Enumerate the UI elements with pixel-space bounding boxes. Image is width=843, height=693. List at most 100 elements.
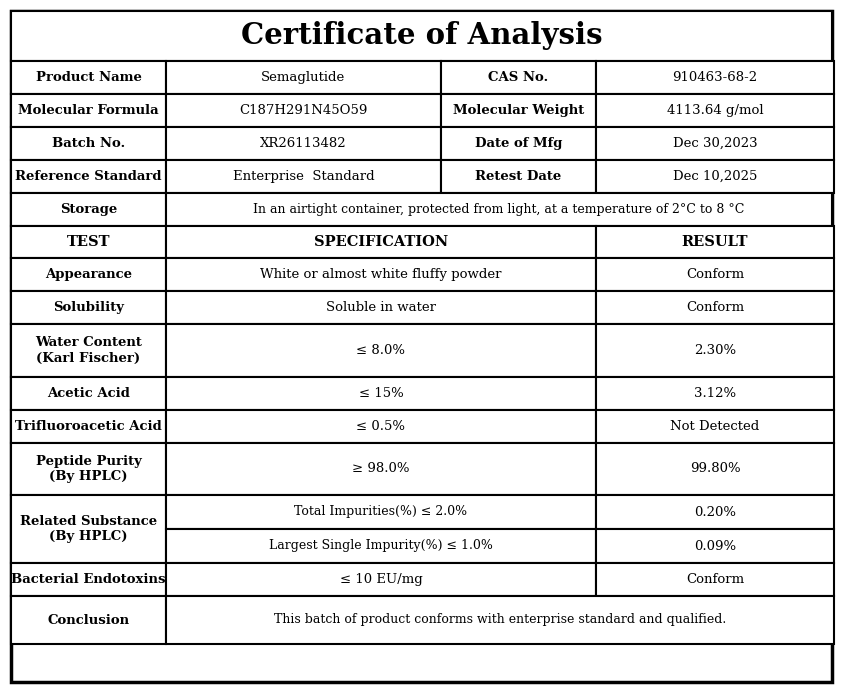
Text: Conform: Conform — [686, 268, 744, 281]
Text: Conclusion: Conclusion — [47, 613, 130, 626]
Bar — [166, 258, 596, 291]
Bar — [596, 127, 834, 160]
Bar — [166, 291, 596, 324]
Text: Certificate of Analysis: Certificate of Analysis — [241, 21, 602, 51]
Bar — [166, 127, 441, 160]
Text: 0.20%: 0.20% — [694, 505, 736, 518]
Text: 99.80%: 99.80% — [690, 462, 740, 475]
Text: Molecular Weight: Molecular Weight — [453, 104, 584, 117]
Text: Water Content
(Karl Fischer): Water Content (Karl Fischer) — [35, 337, 142, 365]
Text: Related Substance
(By HPLC): Related Substance (By HPLC) — [20, 515, 157, 543]
Text: Dec 30,2023: Dec 30,2023 — [673, 137, 757, 150]
Bar — [11, 160, 166, 193]
Text: ≤ 0.5%: ≤ 0.5% — [357, 420, 405, 433]
Text: Reference Standard: Reference Standard — [15, 170, 162, 183]
Bar — [166, 193, 832, 226]
Bar — [596, 324, 834, 377]
Text: Total Impurities(%) ≤ 2.0%: Total Impurities(%) ≤ 2.0% — [294, 505, 468, 518]
Text: C187H291N45O59: C187H291N45O59 — [239, 104, 368, 117]
Bar — [596, 160, 834, 193]
Text: 3.12%: 3.12% — [694, 387, 736, 400]
Bar — [11, 596, 166, 644]
Bar — [11, 258, 166, 291]
Text: RESULT: RESULT — [682, 235, 749, 249]
Bar — [441, 160, 596, 193]
Text: Appearance: Appearance — [45, 268, 132, 281]
Text: Semaglutide: Semaglutide — [261, 71, 346, 84]
Text: 4113.64 g/mol: 4113.64 g/mol — [667, 104, 763, 117]
Bar — [11, 410, 166, 443]
Bar — [596, 258, 834, 291]
Bar — [166, 324, 596, 377]
Text: Largest Single Impurity(%) ≤ 1.0%: Largest Single Impurity(%) ≤ 1.0% — [269, 539, 493, 552]
Text: Not Detected: Not Detected — [670, 420, 760, 433]
Bar — [596, 377, 834, 410]
Bar — [596, 94, 834, 127]
Bar — [166, 529, 596, 563]
Bar — [11, 94, 166, 127]
Text: Bacterial Endotoxins: Bacterial Endotoxins — [11, 573, 166, 586]
Text: 910463-68-2: 910463-68-2 — [673, 71, 758, 84]
Bar — [11, 226, 166, 258]
Text: Enterprise  Standard: Enterprise Standard — [233, 170, 374, 183]
Bar — [166, 495, 596, 529]
Text: Retest Date: Retest Date — [475, 170, 561, 183]
Text: Date of Mfg: Date of Mfg — [475, 137, 562, 150]
Bar — [166, 94, 441, 127]
Text: Conform: Conform — [686, 301, 744, 314]
Bar — [596, 529, 834, 563]
Bar — [596, 563, 834, 596]
Bar — [441, 94, 596, 127]
Bar — [596, 443, 834, 495]
Bar — [166, 410, 596, 443]
Bar — [441, 61, 596, 94]
Bar — [11, 495, 166, 563]
Text: Product Name: Product Name — [35, 71, 142, 84]
Bar — [596, 410, 834, 443]
Bar — [11, 127, 166, 160]
Text: SPECIFICATION: SPECIFICATION — [314, 235, 448, 249]
Bar — [166, 377, 596, 410]
Bar — [166, 61, 441, 94]
Text: TEST: TEST — [67, 235, 110, 249]
Text: Dec 10,2025: Dec 10,2025 — [673, 170, 757, 183]
Text: 2.30%: 2.30% — [694, 344, 736, 357]
Bar — [11, 324, 166, 377]
Text: XR26113482: XR26113482 — [260, 137, 346, 150]
Text: White or almost white fluffy powder: White or almost white fluffy powder — [260, 268, 502, 281]
Bar — [596, 291, 834, 324]
Bar — [596, 495, 834, 529]
Text: 0.09%: 0.09% — [694, 539, 736, 552]
Bar — [11, 61, 166, 94]
Text: ≤ 10 EU/mg: ≤ 10 EU/mg — [340, 573, 422, 586]
Bar — [11, 291, 166, 324]
Text: Conform: Conform — [686, 573, 744, 586]
Bar — [11, 11, 832, 61]
Bar — [596, 226, 834, 258]
Bar — [11, 193, 166, 226]
Text: Storage: Storage — [60, 203, 117, 216]
Text: This batch of product conforms with enterprise standard and qualified.: This batch of product conforms with ente… — [274, 613, 726, 626]
Text: Peptide Purity
(By HPLC): Peptide Purity (By HPLC) — [35, 455, 142, 483]
Text: Solubility: Solubility — [53, 301, 124, 314]
Text: ≤ 15%: ≤ 15% — [358, 387, 403, 400]
Bar — [11, 443, 166, 495]
Text: Acetic Acid: Acetic Acid — [47, 387, 130, 400]
Text: Soluble in water: Soluble in water — [326, 301, 436, 314]
Text: ≤ 8.0%: ≤ 8.0% — [357, 344, 405, 357]
Bar — [166, 226, 596, 258]
Text: Batch No.: Batch No. — [52, 137, 125, 150]
Bar — [11, 563, 166, 596]
Bar — [166, 443, 596, 495]
Text: ≥ 98.0%: ≥ 98.0% — [352, 462, 410, 475]
Bar — [166, 563, 596, 596]
Text: CAS No.: CAS No. — [488, 71, 549, 84]
Text: Trifluoroacetic Acid: Trifluoroacetic Acid — [15, 420, 162, 433]
Text: In an airtight container, protected from light, at a temperature of 2°C to 8 °C: In an airtight container, protected from… — [253, 203, 744, 216]
Bar — [11, 377, 166, 410]
Bar — [441, 127, 596, 160]
Text: Molecular Formula: Molecular Formula — [19, 104, 158, 117]
Bar — [596, 61, 834, 94]
Bar — [166, 160, 441, 193]
Bar — [166, 596, 834, 644]
